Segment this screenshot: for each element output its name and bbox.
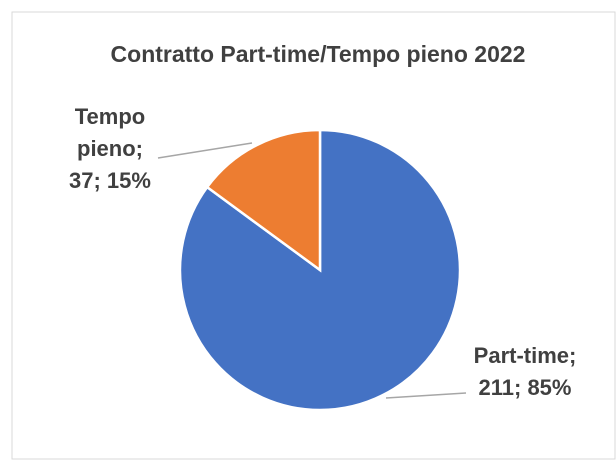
leader-line: [385, 392, 467, 399]
data-label: 211; 85%: [479, 375, 572, 400]
pie-slice: [178, 128, 462, 412]
data-label: Part-time;: [474, 343, 577, 368]
data-label: Tempo: [75, 104, 145, 129]
data-label: pieno;: [77, 136, 143, 161]
data-label: 37; 15%: [69, 168, 151, 193]
chart-title: Contratto Part-time/Tempo pieno 2022: [111, 41, 526, 67]
leader-line: [157, 142, 253, 159]
pie-slice: [205, 128, 322, 273]
